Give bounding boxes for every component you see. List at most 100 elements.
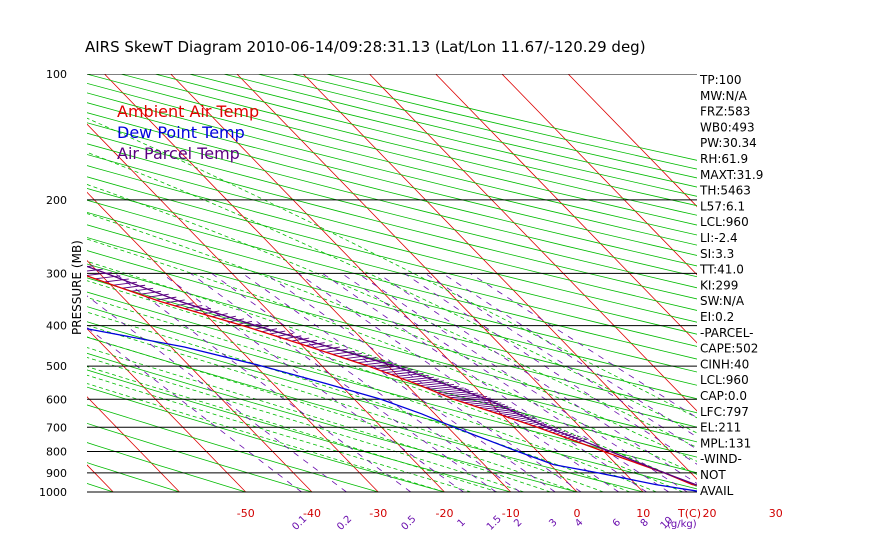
mixing-ratio-labels: 0.1 0.2 0.5 1 1.5 2 3 4 6 8 10 <box>290 514 675 533</box>
dry-adiabat-line <box>87 199 697 360</box>
cape-hatch-line <box>502 411 522 416</box>
mixing-ratio-label: 4 <box>573 517 585 529</box>
mixing-ratio-unit-label: (g/kg) <box>667 519 697 530</box>
index-item: LCL:960 <box>700 215 749 229</box>
cape-hatch-line <box>338 353 362 357</box>
dry-adiabat-line <box>87 143 697 300</box>
cape-hatch-line <box>380 367 408 372</box>
index-item: EI:0.2 <box>700 310 734 324</box>
dry-adiabat-line <box>87 336 644 493</box>
index-item: PW:30.34 <box>700 136 757 150</box>
cape-hatch-line <box>515 416 532 421</box>
cape-hatch-line <box>369 363 397 368</box>
cape-hatch-line <box>174 302 194 307</box>
cape-hatch-line <box>488 407 512 412</box>
isotherm-line <box>567 74 697 208</box>
pressure-tick-label: 700 <box>46 421 67 434</box>
cape-hatch-line <box>211 313 228 318</box>
mixing-ratio-label: 2 <box>512 517 524 529</box>
cape-hatch-line <box>0 240 22 243</box>
cape-hatch-line <box>396 372 424 377</box>
tick-labels: 1002003004005006007008009001000-120-110-… <box>39 68 783 520</box>
cape-hatch-line <box>38 255 65 258</box>
legend-item-ambient: Ambient Air Temp <box>117 102 259 121</box>
cape-hatch-line <box>424 383 454 388</box>
moist-adiabat-line <box>87 280 684 493</box>
cape-hatch-line <box>113 281 138 286</box>
cape-hatch-line <box>220 315 236 320</box>
mixing-ratio-line <box>470 273 697 419</box>
cape-hatch-line <box>28 252 54 255</box>
cape-hatch-line <box>536 423 548 428</box>
cape-hatch-line <box>524 419 538 424</box>
mixing-ratio-label: 0.5 <box>400 514 419 533</box>
moist-adiabat-line <box>87 347 551 493</box>
cape-hatch-line <box>325 348 348 353</box>
isotherm-line <box>87 328 247 493</box>
mixing-ratio-line <box>87 326 302 493</box>
isotherm-line <box>302 74 697 480</box>
cape-hatch-line <box>433 387 464 392</box>
isotherm-line <box>87 396 180 493</box>
cape-hatch-line <box>411 378 439 383</box>
dry-adiabat-line <box>87 277 697 443</box>
cape-hatch-line <box>532 422 544 427</box>
parcel-temp-line <box>87 265 697 486</box>
index-item: KI:299 <box>700 278 738 292</box>
dry-adiabat-line <box>87 132 697 289</box>
mixing-ratio-line <box>424 273 697 450</box>
bottom-temp-tick-label: -50 <box>237 507 255 520</box>
cape-hatch-line <box>165 299 185 304</box>
pressure-tick-label: 800 <box>46 445 67 458</box>
mixing-ratio-line <box>298 273 620 493</box>
index-item: -PARCEL- <box>700 326 754 340</box>
index-item: LCL:960 <box>700 373 749 387</box>
cape-hatch-line <box>202 310 220 315</box>
cape-hatch-line <box>87 265 94 268</box>
bottom-temp-tick-label: -30 <box>369 507 387 520</box>
mixing-ratio-label: 6 <box>611 517 623 529</box>
moist-adiabat-line <box>87 297 657 493</box>
cape-hatch-line <box>375 365 403 370</box>
bottom-temp-tick-label: -40 <box>303 507 321 520</box>
cape-hatch-line <box>406 376 434 381</box>
moist-adiabat-line <box>87 213 697 462</box>
pressure-tick-label: 200 <box>46 194 67 207</box>
series-layer <box>87 265 697 492</box>
dry-adiabat-line <box>87 404 379 493</box>
index-item: TH:5463 <box>699 184 751 198</box>
cape-hatch-line <box>528 420 541 425</box>
dry-adiabat-line <box>87 321 697 490</box>
cape-hatch-line <box>229 318 245 323</box>
cape-hatch-line <box>506 413 525 418</box>
legend-item-dewpoint: Dew Point Temp <box>117 123 245 142</box>
cape-hatch-line <box>319 346 340 351</box>
dry-adiabat-line <box>87 237 697 400</box>
pressure-tick-label: 900 <box>46 467 67 480</box>
y-axis-label: PRESSURE (MB) <box>70 240 84 335</box>
cape-hatch-line <box>305 342 325 347</box>
dry-adiabat-line <box>0 74 47 492</box>
cape-hatch-line <box>284 335 302 340</box>
isotherm-line <box>369 74 697 412</box>
isotherm-line <box>87 191 379 493</box>
mixing-ratio-line <box>322 273 647 493</box>
index-item: EL:211 <box>700 421 741 435</box>
cape-hatch-line <box>510 414 529 419</box>
ambient-temp-line <box>87 275 697 486</box>
cape-hatch-line <box>87 272 112 276</box>
mixing-ratio-line <box>264 273 582 493</box>
index-item: NOT <box>700 468 726 482</box>
cape-hatch-line <box>17 248 44 251</box>
index-item: FRZ:583 <box>700 105 750 119</box>
cape-hatch-line <box>0 236 10 239</box>
index-item: SI:3.3 <box>700 247 734 261</box>
moist-adiabat-line <box>87 311 631 493</box>
pressure-tick-label: 600 <box>46 393 67 406</box>
mixing-ratio-line <box>377 273 697 484</box>
dry-adiabat-line <box>87 122 697 278</box>
moist-adiabat-line <box>87 336 578 493</box>
index-item: AVAIL <box>700 484 734 498</box>
cape-hatch-line <box>401 374 429 379</box>
